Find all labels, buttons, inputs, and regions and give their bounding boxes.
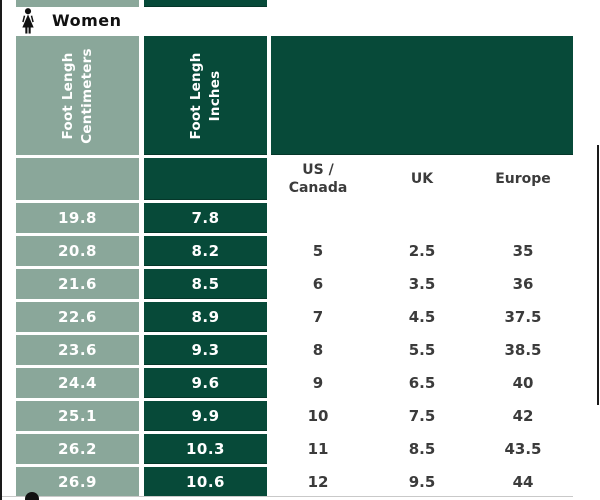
- cell-uk-size: 4.5: [408, 308, 436, 326]
- table-row: 19.8 7.8: [0, 203, 600, 233]
- cell-cm: 23.6: [16, 335, 139, 365]
- cell-inches: 7.8: [144, 203, 267, 233]
- cell-uk-size: 2.5: [408, 242, 436, 260]
- cell-uk-size: 7.5: [408, 407, 436, 425]
- cell-us-size: 7: [312, 308, 324, 326]
- header-block-shoe-sizes: [271, 36, 573, 155]
- cell-europe-size: 44: [512, 473, 534, 491]
- cell-europe-size: 35: [512, 242, 534, 260]
- table-row: 25.1 9.9 10 7.5 42: [0, 401, 600, 431]
- cell-europe-size: [473, 203, 573, 233]
- cell-europe-size: 38.5: [504, 341, 542, 359]
- cell-cm: 22.6: [16, 302, 139, 332]
- subheader-cell-inches-empty: [144, 158, 267, 200]
- divider-line: [0, 496, 573, 497]
- cell-us-size: 11: [307, 440, 329, 458]
- header-cm-line1: Foot Lengh: [59, 51, 76, 140]
- column-header-uk: UK: [410, 170, 434, 187]
- header-label-cm: Foot Lengh Centimeters: [59, 36, 97, 155]
- cell-uk-size: 9.5: [408, 473, 436, 491]
- cell-us-size: 8: [312, 341, 324, 359]
- header-inches-line1: Foot Lengh: [187, 51, 204, 140]
- column-header-us-canada: US / Canada: [268, 158, 368, 200]
- cell-inches: 9.3: [144, 335, 267, 365]
- subheader-cell-cm-empty: [16, 158, 139, 200]
- cell-inches: 8.9: [144, 302, 267, 332]
- cell-uk-size: [372, 203, 472, 233]
- header-cm-line2: Centimeters: [78, 47, 95, 144]
- cell-us-size: 6: [312, 275, 324, 293]
- cell-europe-size: 42: [512, 407, 534, 425]
- header-inches-line2: Inches: [206, 70, 223, 121]
- header-label-inches: Foot Lengh Inches: [187, 36, 225, 155]
- cell-cm: 19.8: [16, 203, 139, 233]
- table-row: 26.9 10.6 12 9.5 44: [0, 467, 600, 497]
- cell-inches: 10.3: [144, 434, 267, 464]
- cell-cm: 25.1: [16, 401, 139, 431]
- table-row: 24.4 9.6 9 6.5 40: [0, 368, 600, 398]
- cell-inches: 10.6: [144, 467, 267, 497]
- cell-us-size: 10: [307, 407, 329, 425]
- cell-us-size: 12: [307, 473, 329, 491]
- previous-table-partial-cell-cm: [16, 0, 139, 7]
- cell-us-size: [268, 203, 368, 233]
- table-row: 26.2 10.3 11 8.5 43.5: [0, 434, 600, 464]
- cell-cm: 21.6: [16, 269, 139, 299]
- cell-cm: 24.4: [16, 368, 139, 398]
- next-section-person-head-icon: [25, 492, 39, 500]
- woman-icon: [22, 7, 34, 34]
- table-row: 23.6 9.3 8 5.5 38.5: [0, 335, 600, 365]
- cell-cm: 26.2: [16, 434, 139, 464]
- us-canada-line2: Canada: [288, 180, 348, 196]
- cell-europe-size: 43.5: [504, 440, 542, 458]
- cell-cm: 26.9: [16, 467, 139, 497]
- section-header: Women: [16, 7, 121, 34]
- cell-europe-size: 40: [512, 374, 534, 392]
- header-cell-foot-length-inches: Foot Lengh Inches: [144, 36, 267, 155]
- cell-uk-size: 3.5: [408, 275, 436, 293]
- page-border-right: [597, 145, 599, 405]
- table-row: 21.6 8.5 6 3.5 36: [0, 269, 600, 299]
- cell-inches: 8.2: [144, 236, 267, 266]
- cell-uk-size: 6.5: [408, 374, 436, 392]
- cell-uk-size: 5.5: [408, 341, 436, 359]
- cell-europe-size: 37.5: [504, 308, 542, 326]
- us-canada-line1: US /: [302, 161, 334, 178]
- cell-inches: 9.6: [144, 368, 267, 398]
- table-row: 22.6 8.9 7 4.5 37.5: [0, 302, 600, 332]
- cell-inches: 8.5: [144, 269, 267, 299]
- cell-europe-size: 36: [512, 275, 534, 293]
- column-header-europe: Europe: [495, 170, 551, 187]
- cell-uk-size: 8.5: [408, 440, 436, 458]
- page-border-left: [0, 0, 2, 500]
- section-title: Women: [52, 11, 122, 30]
- cell-cm: 20.8: [16, 236, 139, 266]
- table-row: 20.8 8.2 5 2.5 35: [0, 236, 600, 266]
- previous-table-partial-cell-inches: [144, 0, 267, 7]
- cell-inches: 9.9: [144, 401, 267, 431]
- header-cell-foot-length-cm: Foot Lengh Centimeters: [16, 36, 139, 155]
- cell-us-size: 9: [312, 374, 324, 392]
- cell-us-size: 5: [312, 242, 324, 260]
